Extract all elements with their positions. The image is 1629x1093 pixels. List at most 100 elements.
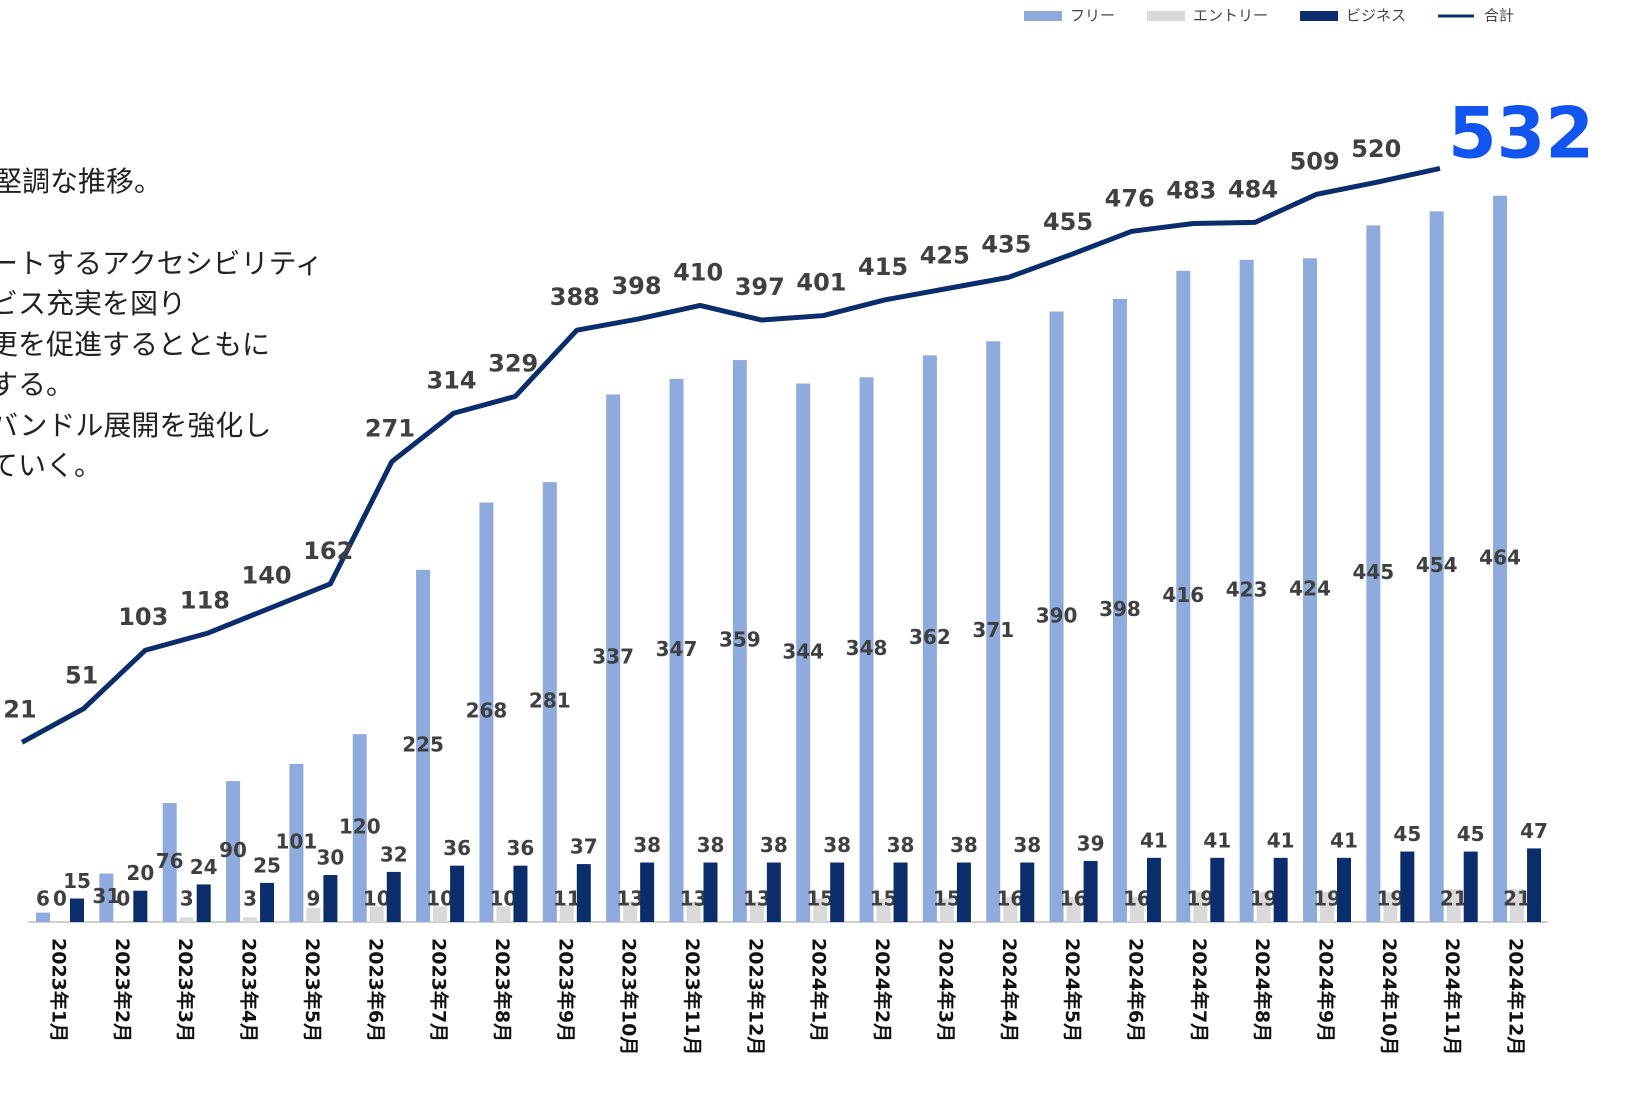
- note-text: ートするアクセシビリティ: [0, 247, 323, 280]
- data-label: 32: [380, 842, 408, 866]
- data-label: 10: [426, 887, 454, 911]
- bar: [686, 901, 701, 922]
- data-label: 19: [1250, 887, 1278, 911]
- data-label: 120: [339, 815, 381, 839]
- data-label: 3: [243, 887, 257, 911]
- data-label: 532: [1448, 92, 1594, 174]
- note-text: ていく。: [0, 449, 102, 482]
- data-label: 31: [92, 884, 120, 908]
- x-tick-label: 2023年7月: [428, 938, 451, 1042]
- x-tick-label: 2024年2月: [871, 938, 894, 1042]
- x-tick-label: 2024年9月: [1315, 938, 1338, 1042]
- bar: [576, 864, 591, 922]
- data-label: 51: [65, 662, 98, 690]
- data-label: 10: [363, 887, 391, 911]
- x-tick-label: 2024年1月: [808, 938, 831, 1042]
- x-tick-label: 2023年6月: [364, 938, 387, 1042]
- data-label: 39: [1077, 831, 1105, 855]
- bar: [1463, 851, 1478, 922]
- bar: [226, 781, 241, 922]
- data-label: 45: [1457, 822, 1485, 846]
- bar: [260, 882, 275, 922]
- data-label: 41: [1330, 828, 1358, 852]
- data-label: 38: [633, 833, 661, 857]
- data-label: 423: [1226, 577, 1268, 601]
- x-tick-label: 2024年6月: [1124, 938, 1147, 1042]
- legend-label: ビジネス: [1346, 7, 1406, 25]
- data-label: 483: [1166, 176, 1216, 204]
- bar: [732, 360, 747, 923]
- data-label: 9: [306, 887, 320, 911]
- bar: [1273, 857, 1288, 922]
- bar: [1003, 896, 1018, 922]
- bar: [496, 906, 511, 922]
- bar: [893, 862, 908, 922]
- data-label: 24: [190, 855, 218, 879]
- bar: [386, 871, 401, 922]
- data-label: 19: [1376, 887, 1404, 911]
- x-tick-label: 2023年12月: [744, 938, 767, 1055]
- data-label: 41: [1140, 828, 1168, 852]
- data-label: 20: [126, 861, 154, 885]
- bar: [1083, 860, 1098, 922]
- data-label: 21: [1440, 887, 1468, 911]
- bar: [1303, 258, 1317, 922]
- data-label: 11: [553, 887, 581, 911]
- legend-label: エントリー: [1193, 7, 1268, 25]
- bar: [243, 917, 258, 922]
- bar: [289, 763, 304, 922]
- x-tick-label: 2024年10月: [1378, 938, 1401, 1055]
- data-label: 359: [719, 628, 761, 652]
- bar: [796, 383, 811, 923]
- data-label: 398: [611, 272, 661, 300]
- data-label: 344: [782, 639, 824, 663]
- legend-swatch: [1147, 11, 1186, 21]
- legend-swatch: [1024, 11, 1062, 21]
- bar: [306, 907, 321, 922]
- bar: [36, 912, 50, 922]
- bar: [1256, 892, 1271, 922]
- bar: [986, 341, 1001, 922]
- bar: [479, 502, 494, 922]
- data-label: 19: [1313, 887, 1341, 911]
- data-label: 464: [1479, 545, 1521, 569]
- x-tick-label: 2023年4月: [238, 938, 261, 1042]
- x-tick-label: 2024年5月: [1061, 938, 1084, 1042]
- x-tick-label: 2023年9月: [554, 938, 577, 1042]
- data-label: 15: [870, 887, 898, 911]
- data-label: 6: [36, 887, 50, 911]
- data-label: 41: [1267, 828, 1295, 852]
- data-label: 329: [488, 349, 538, 377]
- bar: [196, 884, 211, 922]
- note-text: 堅調な推移。: [0, 165, 162, 198]
- data-label: 76: [156, 849, 184, 873]
- x-tick-label: 2023年1月: [48, 938, 71, 1042]
- data-label: 390: [1036, 603, 1078, 627]
- note-text: バンドル展開を強化し: [0, 409, 271, 442]
- data-label: 416: [1162, 583, 1204, 607]
- bar: [369, 906, 384, 922]
- bar: [922, 355, 937, 922]
- bar: [559, 904, 574, 922]
- data-label: 410: [673, 258, 723, 286]
- total-line: [20, 166, 1441, 745]
- bar: [179, 917, 194, 922]
- x-tick-label: 2024年11月: [1441, 938, 1464, 1055]
- data-label: 37: [570, 835, 598, 859]
- data-label: 16: [1060, 887, 1088, 911]
- bar: [352, 734, 367, 922]
- legend-swatch: [1300, 11, 1339, 21]
- data-label: 47: [1520, 819, 1548, 843]
- data-label: 19: [1186, 887, 1214, 911]
- x-tick-label: 2023年3月: [174, 938, 197, 1042]
- data-label: 38: [697, 833, 725, 857]
- bar: [1366, 225, 1381, 922]
- data-label: 337: [592, 645, 634, 669]
- data-label: 13: [680, 887, 708, 911]
- x-tick-label: 2024年7月: [1188, 938, 1211, 1042]
- bar: [1527, 848, 1542, 922]
- data-label: 118: [180, 586, 230, 614]
- bar: [1400, 851, 1415, 922]
- bar: [859, 377, 874, 923]
